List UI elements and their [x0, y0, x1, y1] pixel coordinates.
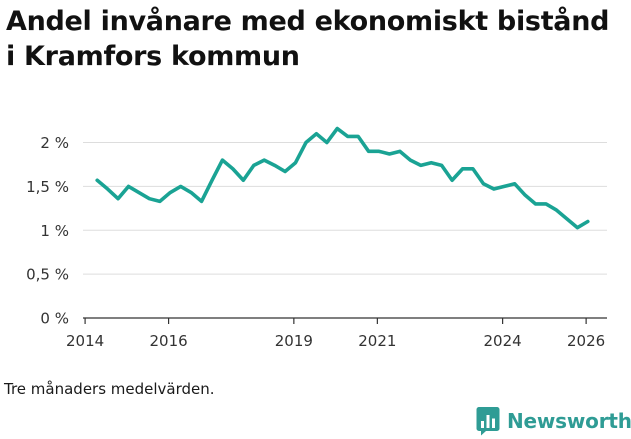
data-point — [189, 191, 193, 195]
data-point — [158, 199, 162, 203]
data-point — [502, 184, 506, 188]
data-point — [367, 149, 371, 153]
y-tick-label: 1,5 % — [26, 178, 69, 196]
data-point — [513, 182, 517, 186]
data-point — [429, 161, 433, 165]
y-tick-label: 1 % — [40, 222, 69, 240]
data-point — [544, 202, 548, 206]
x-tick-label: 2021 — [358, 332, 396, 350]
data-point — [554, 208, 558, 212]
data-point — [294, 161, 298, 165]
data-point — [440, 163, 444, 167]
data-point — [534, 202, 538, 206]
x-axis: 2014 2016 2019 2021 2024 2026 — [66, 318, 605, 350]
data-point — [220, 158, 224, 162]
series-line-0 — [95, 126, 590, 230]
data-point — [200, 199, 204, 203]
data-point — [106, 187, 110, 191]
y-tick-label: 2 % — [40, 134, 69, 152]
data-point — [168, 191, 172, 195]
data-point — [408, 158, 412, 162]
data-point — [262, 158, 266, 162]
data-point — [398, 149, 402, 153]
x-tick-label: 2024 — [484, 332, 522, 350]
data-point — [377, 149, 381, 153]
data-point — [450, 178, 454, 182]
footnote: Tre månaders medelvärden. — [4, 380, 215, 398]
data-point — [252, 163, 256, 167]
data-point — [356, 134, 360, 138]
data-point — [325, 141, 329, 145]
x-tick-label: 2019 — [275, 332, 313, 350]
chart-title: Andel invånare med ekonomiskt bistånd i … — [6, 6, 610, 72]
x-tick-label: 2026 — [567, 332, 605, 350]
data-point — [95, 178, 99, 182]
data-point — [346, 134, 350, 138]
data-point — [586, 220, 590, 224]
data-point — [273, 163, 277, 167]
x-tick-label: 2016 — [149, 332, 187, 350]
data-point — [523, 193, 527, 197]
gridlines — [83, 142, 607, 319]
y-tick-label: 0,5 % — [26, 266, 69, 284]
data-point — [481, 182, 485, 186]
data-point — [179, 184, 183, 188]
y-tick-label: 0 % — [40, 310, 69, 328]
data-point — [335, 127, 339, 131]
data-point — [492, 187, 496, 191]
data-point — [387, 152, 391, 156]
data-point — [283, 170, 287, 174]
data-point — [147, 197, 151, 201]
data-point — [304, 141, 308, 145]
brand-logo: Newsworthy — [476, 404, 631, 438]
series — [95, 126, 590, 230]
data-point — [314, 132, 318, 136]
data-point — [116, 197, 120, 201]
data-point — [137, 191, 141, 195]
data-point — [210, 178, 214, 182]
brand-name: Newsworthy — [507, 409, 631, 433]
bar-chart-in-speech-bubble-icon — [476, 407, 500, 436]
data-point — [471, 167, 475, 171]
data-point — [127, 184, 131, 188]
data-point — [461, 167, 465, 171]
data-point — [241, 178, 245, 182]
data-point — [419, 163, 423, 167]
x-tick-label: 2014 — [66, 332, 104, 350]
y-axis: 0 % 0,5 % 1 % 1,5 % 2 % — [26, 134, 69, 327]
data-point — [565, 217, 569, 221]
data-point — [575, 226, 579, 230]
data-point — [231, 167, 235, 171]
